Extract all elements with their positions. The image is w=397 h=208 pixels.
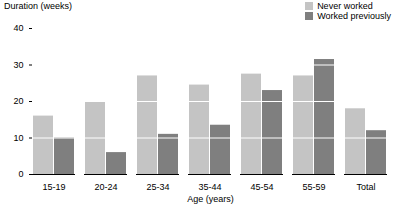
html-text:Age (years): Age (years) xyxy=(187,194,234,204)
html-text:Duration (weeks): Duration (weeks) xyxy=(4,1,72,11)
svg-text:45-54: 45-54 xyxy=(250,182,273,192)
svg-text:0: 0 xyxy=(18,169,23,179)
html-text:Worked previously: Worked previously xyxy=(317,11,391,21)
svg-text:30: 30 xyxy=(13,60,23,70)
svg-text:55-59: 55-59 xyxy=(302,182,325,192)
svg-text:35-44: 35-44 xyxy=(198,182,221,192)
svg-text:20: 20 xyxy=(13,96,23,106)
svg-text:20-24: 20-24 xyxy=(94,182,117,192)
svg-text:Total: Total xyxy=(356,182,375,192)
svg-text:40: 40 xyxy=(13,23,23,33)
svg-text:25-34: 25-34 xyxy=(146,182,169,192)
svg-text:10: 10 xyxy=(13,133,23,143)
html-text:Never worked: Never worked xyxy=(317,1,373,11)
svg-text:15-19: 15-19 xyxy=(42,182,65,192)
